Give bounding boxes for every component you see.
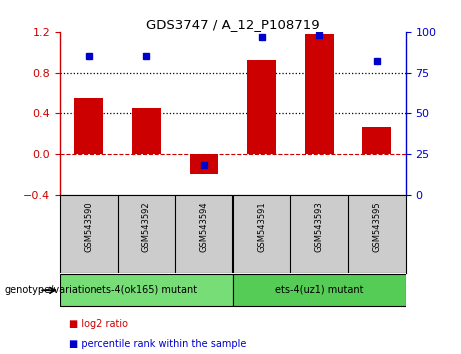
Text: ets-4(uz1) mutant: ets-4(uz1) mutant xyxy=(275,285,363,295)
Text: GSM543591: GSM543591 xyxy=(257,201,266,252)
Text: ets-4(ok165) mutant: ets-4(ok165) mutant xyxy=(96,285,197,295)
Text: ■ log2 ratio: ■ log2 ratio xyxy=(69,319,128,329)
Title: GDS3747 / A_12_P108719: GDS3747 / A_12_P108719 xyxy=(146,18,319,31)
Bar xyxy=(305,34,334,154)
Text: GSM543590: GSM543590 xyxy=(84,201,93,252)
Bar xyxy=(74,98,103,154)
Bar xyxy=(247,61,276,154)
Text: genotype/variation: genotype/variation xyxy=(5,285,97,295)
Text: GSM543592: GSM543592 xyxy=(142,201,151,252)
Bar xyxy=(233,274,406,306)
Text: GSM543594: GSM543594 xyxy=(200,201,208,252)
Bar xyxy=(60,274,233,306)
Text: GSM543593: GSM543593 xyxy=(315,201,324,252)
Text: GSM543595: GSM543595 xyxy=(372,201,381,252)
Bar xyxy=(132,108,161,154)
Bar xyxy=(362,126,391,154)
Text: ■ percentile rank within the sample: ■ percentile rank within the sample xyxy=(69,338,247,349)
Bar xyxy=(189,154,219,175)
